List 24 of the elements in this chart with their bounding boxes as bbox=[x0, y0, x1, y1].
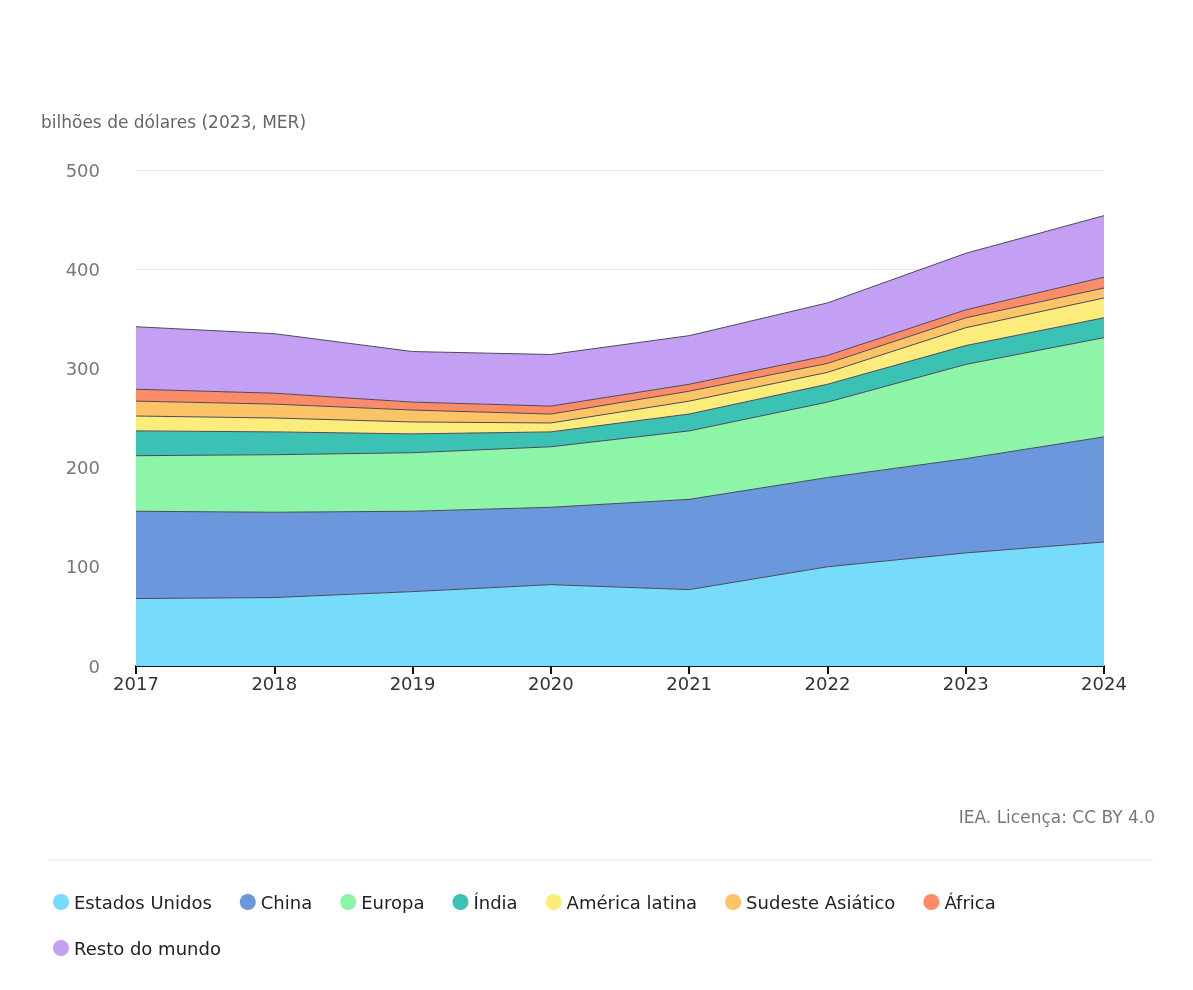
y-tick-label: 300 bbox=[65, 357, 100, 379]
legend-label: Índia bbox=[473, 891, 518, 913]
legend-label: Estados Unidos bbox=[74, 891, 212, 913]
x-tick-label: 2024 bbox=[1081, 672, 1127, 694]
text: IEA. Licença: CC BY 4.0 bbox=[958, 806, 1155, 827]
y-tick-label: 400 bbox=[65, 258, 100, 280]
legend-label: Resto do mundo bbox=[74, 937, 221, 959]
y-tick-label: 100 bbox=[65, 556, 100, 578]
x-tick-label: 2019 bbox=[389, 672, 436, 694]
x-tick-label: 2017 bbox=[113, 672, 159, 694]
legend-label: América latina bbox=[566, 891, 698, 913]
y-axis-title: bilhões de dólares (2023, MER) bbox=[41, 111, 307, 132]
legend-label: China bbox=[260, 891, 313, 913]
y-tick-label: 0 bbox=[88, 655, 100, 677]
x-tick-label: 2020 bbox=[527, 672, 574, 694]
x-tick-label: 2018 bbox=[251, 672, 298, 694]
legend-label: Sudeste Asiático bbox=[746, 891, 896, 913]
legend-label: África bbox=[944, 891, 996, 913]
x-tick-label: 2021 bbox=[666, 672, 713, 694]
y-tick-label: 500 bbox=[65, 159, 100, 181]
x-tick-label: 2022 bbox=[804, 672, 851, 694]
legend-label: Europa bbox=[361, 891, 425, 913]
x-tick-label: 2023 bbox=[942, 672, 989, 694]
y-tick-label: 200 bbox=[65, 457, 100, 479]
